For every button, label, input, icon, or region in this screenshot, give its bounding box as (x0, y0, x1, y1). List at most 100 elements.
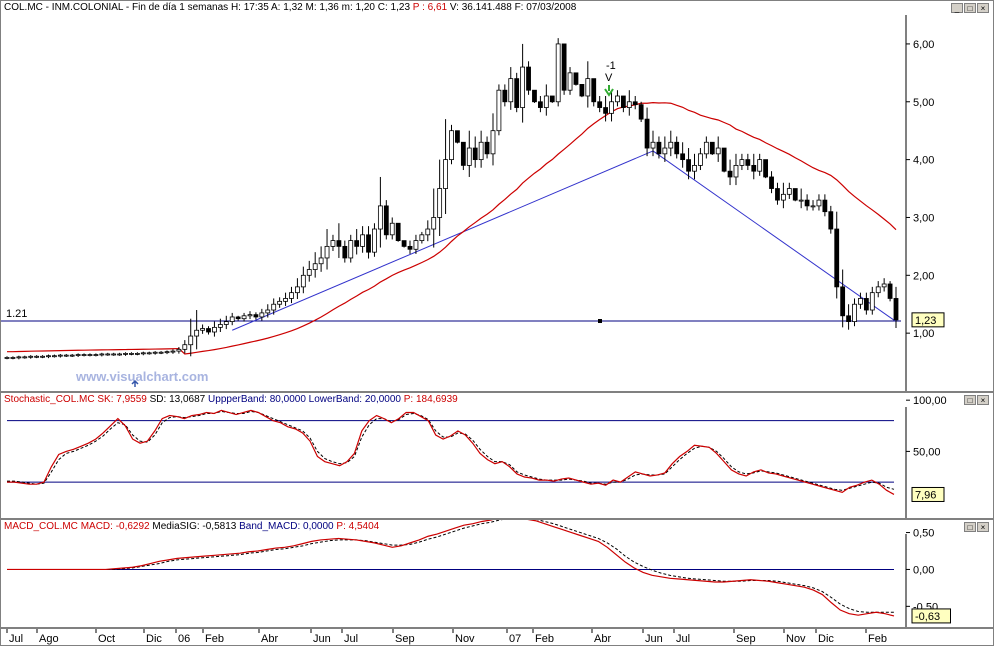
candle-body-117 (698, 153, 703, 166)
time-label-13: Abr (594, 633, 611, 645)
candle-body-135 (804, 199, 810, 207)
candle-body-106 (632, 101, 638, 106)
price-pane[interactable]: COL.MC - INM.COLONIAL - Fin de día 1 sem… (0, 0, 994, 392)
candle-body-75 (449, 130, 454, 161)
candle-body-20 (123, 352, 128, 355)
candle-body-119 (709, 141, 715, 155)
candle-body-38 (229, 316, 235, 322)
candle-body-61 (366, 234, 371, 253)
candle-body-107 (638, 104, 644, 120)
v-value: 36.141.488 (461, 2, 512, 13)
candle-body-35 (212, 326, 217, 333)
f-value: 07/03/2008 (526, 2, 577, 13)
candle-body-70 (419, 234, 425, 241)
candle-body-28 (170, 350, 176, 353)
macd-series-0 (7, 520, 895, 617)
close-button[interactable]: × (977, 3, 989, 13)
price-tick-label-2: 3,00 (913, 212, 934, 224)
candle-body-103 (615, 95, 620, 103)
candle-body-144 (858, 298, 863, 305)
candle-body-1 (10, 357, 16, 359)
candle-body-148 (881, 283, 887, 288)
buy-arrow-icon (131, 379, 139, 387)
candle-body-98 (585, 78, 591, 97)
candle-body-130 (775, 188, 780, 201)
candle-body-47 (283, 298, 288, 302)
candle-body-41 (247, 314, 253, 317)
stoch-close-button[interactable]: × (977, 395, 989, 405)
stoch-maximize-button[interactable]: □ (964, 395, 976, 405)
candle-body-120 (715, 147, 721, 155)
macd-p: P: 4,5404 (336, 521, 380, 532)
c-value: 1,23 (390, 2, 411, 13)
stoch-lower: LowerBand: 20,0000 (308, 394, 401, 405)
time-label-10: Nov (455, 633, 475, 645)
macd-pane[interactable]: MACD_COL.MC MACD: -0,6292 MediaSIG: -0,5… (0, 519, 994, 628)
candle-body-101 (603, 107, 608, 114)
p-label: P : (412, 2, 425, 13)
price-tick-label-3: 4,00 (913, 155, 934, 167)
candle-body-46 (277, 300, 283, 305)
candle-body-57 (342, 245, 348, 259)
stoch-name: Stochastic_COL.MC (4, 394, 95, 405)
stoch-upper: UppperBand: 80,0000 (208, 394, 306, 405)
candle-body-14 (87, 354, 93, 356)
candle-body-7 (46, 355, 51, 358)
candle-body-48 (289, 292, 294, 299)
p-value: 6,61 (427, 2, 448, 13)
stoch-sd: SD: 13,0687 (149, 394, 206, 405)
stoch-last-value-box (911, 486, 945, 502)
candle-body-42 (253, 314, 259, 318)
candle-body-23 (140, 352, 146, 355)
time-axis-chart: Jul Ago Oct Dic 06 Feb Abr Jun Jul Sep Nov 07 Feb Abr… (6, 629, 887, 645)
macd-maximize-button[interactable]: □ (964, 522, 976, 532)
candle-body-121 (721, 147, 727, 172)
candle-body-10 (63, 354, 69, 357)
candle-body-116 (692, 164, 697, 172)
time-label-6: Abr (261, 633, 278, 645)
candle-body-122 (727, 170, 733, 178)
candle-body-113 (674, 141, 680, 155)
candle-body-36 (217, 324, 223, 328)
maximize-button[interactable]: □ (964, 3, 976, 13)
candle-body-0 (4, 357, 10, 359)
candle-body-69 (413, 240, 419, 250)
macd-value: MACD: -0,6292 (80, 521, 150, 532)
candle-body-67 (401, 240, 407, 247)
candle-body-58 (348, 240, 354, 259)
time-label-16: Sep (736, 633, 756, 645)
stoch-tick-label-1: 100,00 (913, 395, 947, 407)
candle-body-4 (28, 355, 34, 358)
time-label-4: 06 (178, 633, 190, 645)
candle-body-129 (769, 176, 774, 189)
candle-body-18 (111, 353, 117, 356)
time-label-18: Dic (818, 633, 834, 645)
stochastic-pane[interactable]: Stochastic_COL.MC SK: 7,9559 SD: 13,0687… (0, 392, 994, 519)
candle-body-19 (117, 353, 123, 356)
candle-body-71 (425, 228, 431, 236)
candle-body-147 (875, 286, 881, 294)
candle-body-95 (567, 72, 573, 91)
time-label-9: Sep (395, 633, 415, 645)
candle-body-64 (383, 205, 389, 236)
candle-body-22 (134, 352, 140, 355)
time-label-1: Ago (39, 633, 59, 645)
price-tick-label-0: 1,00 (913, 328, 934, 340)
candle-body-21 (129, 352, 134, 355)
candle-body-13 (81, 354, 87, 356)
macd-series-1 (7, 520, 894, 613)
candle-body-87 (520, 66, 526, 108)
candle-body-112 (668, 141, 674, 149)
support-label: 1.21 (6, 308, 27, 320)
h-value: 17:35 (243, 2, 269, 13)
trendline-down (652, 150, 897, 322)
candle-body-43 (259, 312, 265, 318)
signal-marker-sub: V (605, 72, 613, 84)
macd-close-button[interactable]: × (977, 522, 989, 532)
candle-body-52 (312, 263, 318, 270)
minimize-button[interactable]: _ (951, 3, 963, 13)
m-value: 1,36 (319, 2, 339, 13)
candle-body-30 (182, 344, 188, 350)
candle-body-118 (703, 141, 709, 155)
candle-body-77 (460, 141, 466, 166)
